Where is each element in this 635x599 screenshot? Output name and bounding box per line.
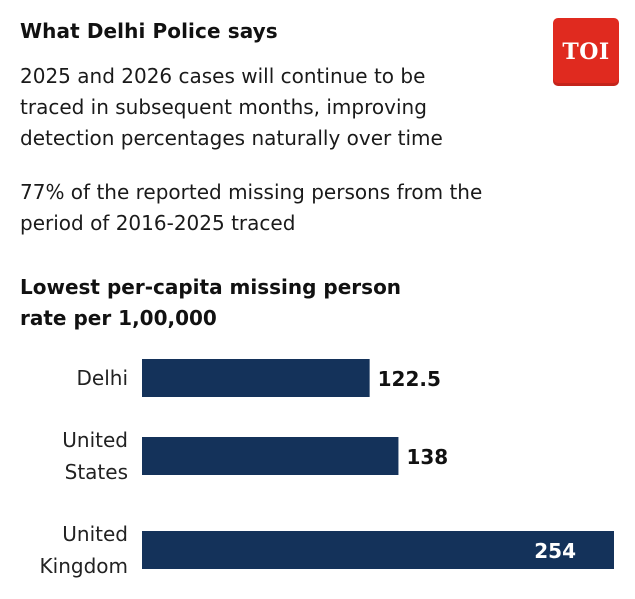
chart-title: Lowest per-capita missing person rate pe… bbox=[20, 272, 401, 334]
statement-2-line-1: 77% of the reported missing persons from… bbox=[20, 180, 483, 204]
header-title: What Delhi Police says bbox=[20, 19, 278, 43]
bar-1 bbox=[142, 437, 399, 475]
category-label-1-0: United bbox=[62, 428, 128, 452]
bar-0 bbox=[142, 359, 370, 397]
logo-text: TOI bbox=[562, 39, 610, 65]
chart-title-line-1: Lowest per-capita missing person bbox=[20, 275, 402, 299]
category-label-0-0: Delhi bbox=[77, 366, 129, 390]
category-label-2-1: Kingdom bbox=[40, 554, 128, 578]
category-label-1-1: States bbox=[65, 460, 128, 484]
statement-1-line-3: detection percentages naturally over tim… bbox=[20, 126, 443, 150]
value-label-0: 122.5 bbox=[378, 367, 441, 391]
toi-logo: TOI bbox=[553, 18, 619, 86]
statement-1-line-2: traced in subsequent months, improving bbox=[20, 95, 427, 119]
value-label-1: 138 bbox=[406, 445, 448, 469]
statement-paragraph-1: 2025 and 2026 cases will continue to be … bbox=[20, 61, 443, 154]
chart-title-line-2: rate per 1,00,000 bbox=[20, 306, 217, 330]
statement-1-line-1: 2025 and 2026 cases will continue to be bbox=[20, 64, 426, 88]
category-label-2-0: United bbox=[62, 522, 128, 546]
statement-2-line-2: period of 2016-2025 traced bbox=[20, 211, 296, 235]
statement-paragraph-2: 77% of the reported missing persons from… bbox=[20, 177, 482, 239]
value-label-2: 254 bbox=[534, 539, 576, 563]
bar-2 bbox=[142, 531, 614, 569]
